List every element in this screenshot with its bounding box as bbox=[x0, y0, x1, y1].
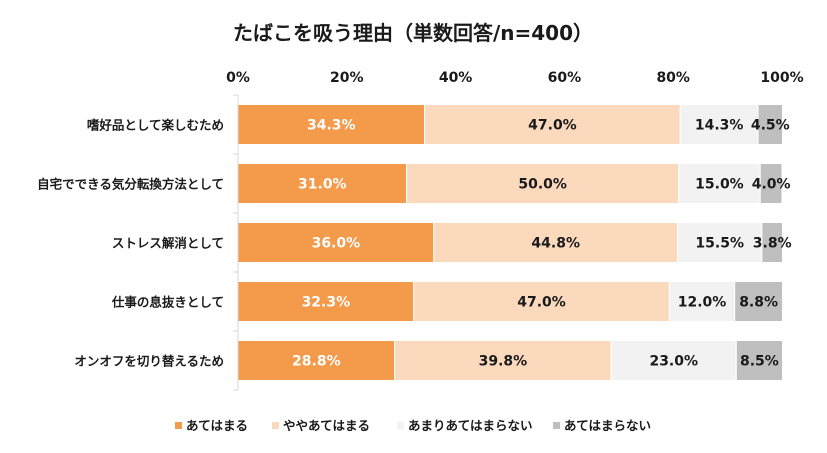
data-label: 31.0% bbox=[298, 177, 347, 193]
category-label: ストレス解消として bbox=[112, 236, 224, 251]
x-axis-ticks: 0% 20% 40% 60% 80% 100% bbox=[226, 70, 804, 86]
bar-segment bbox=[237, 163, 408, 204]
legend: あてはまる ややあてはまる あまりあてはまらない あてはまらない bbox=[175, 418, 651, 433]
data-label: 12.0% bbox=[678, 295, 727, 311]
category-label: 自宅でできる気分転換方法として bbox=[37, 177, 224, 192]
category-label: 嗜好品として楽しむため bbox=[87, 118, 224, 133]
legend-swatch bbox=[272, 422, 279, 429]
x-tick-label: 60% bbox=[548, 70, 582, 86]
category-label: 仕事の息抜きとして bbox=[111, 295, 224, 310]
data-label: 8.5% bbox=[740, 354, 779, 370]
data-label: 50.0% bbox=[518, 177, 567, 193]
data-label: 15.0% bbox=[695, 177, 744, 193]
x-tick-label: 80% bbox=[656, 70, 690, 86]
data-label: 15.5% bbox=[695, 236, 744, 252]
bar-segment bbox=[433, 222, 679, 263]
legend-swatch bbox=[175, 422, 182, 429]
bar-segment bbox=[610, 340, 737, 381]
bar-segment bbox=[761, 222, 784, 263]
data-labels: 34.3% 47.0% 14.3% 4.5% 31.0% 50.0% 15.0% 4.0% 36… bbox=[292, 118, 792, 370]
data-label: 4.5% bbox=[751, 118, 790, 134]
data-label: 34.3% bbox=[307, 118, 356, 134]
category-labels: 嗜好品として楽しむため自宅でできる気分転換方法としてストレス解消として仕事の息抜… bbox=[37, 118, 224, 369]
bar-segment bbox=[757, 104, 784, 145]
category-label: オンオフを切り替えるため bbox=[74, 354, 224, 369]
bar-segment bbox=[406, 163, 680, 204]
bar-segment bbox=[678, 163, 761, 204]
legend-label: あてはまる bbox=[186, 418, 248, 433]
bar-segment bbox=[413, 281, 670, 322]
data-label: 8.8% bbox=[739, 295, 778, 311]
data-label: 36.0% bbox=[312, 236, 361, 252]
data-label: 14.3% bbox=[695, 118, 744, 134]
bar-segment bbox=[759, 163, 783, 204]
legend-label: あてはまらない bbox=[564, 418, 651, 433]
data-label: 28.8% bbox=[292, 354, 341, 370]
legend-label: ややあてはまる bbox=[283, 418, 370, 433]
bar-segment bbox=[237, 281, 415, 322]
bars bbox=[237, 104, 784, 381]
x-tick-label: 0% bbox=[226, 70, 250, 86]
x-tick-label: 100% bbox=[760, 70, 803, 86]
data-label: 47.0% bbox=[517, 295, 566, 311]
legend-label: あまりあてはまらない bbox=[408, 418, 533, 433]
bar-segment bbox=[735, 340, 784, 381]
data-label: 47.0% bbox=[528, 118, 577, 134]
data-label: 44.8% bbox=[531, 236, 580, 252]
data-label: 23.0% bbox=[649, 354, 698, 370]
bar-segment bbox=[424, 104, 681, 145]
bar-segment bbox=[677, 222, 763, 263]
chart-title: たばこを吸う理由（単数回答/n=400） bbox=[233, 21, 593, 45]
legend-swatch bbox=[397, 422, 404, 429]
data-label: 32.3% bbox=[302, 295, 351, 311]
data-label: 4.0% bbox=[752, 177, 791, 193]
x-tick-label: 40% bbox=[439, 70, 473, 86]
data-label: 3.8% bbox=[753, 236, 792, 252]
bar-segment bbox=[734, 281, 784, 322]
bar-segment bbox=[668, 281, 736, 322]
bar-segment bbox=[237, 104, 426, 145]
data-label: 39.8% bbox=[479, 354, 528, 370]
x-tick-label: 20% bbox=[330, 70, 364, 86]
bar-segment bbox=[679, 104, 759, 145]
legend-swatch bbox=[553, 422, 560, 429]
